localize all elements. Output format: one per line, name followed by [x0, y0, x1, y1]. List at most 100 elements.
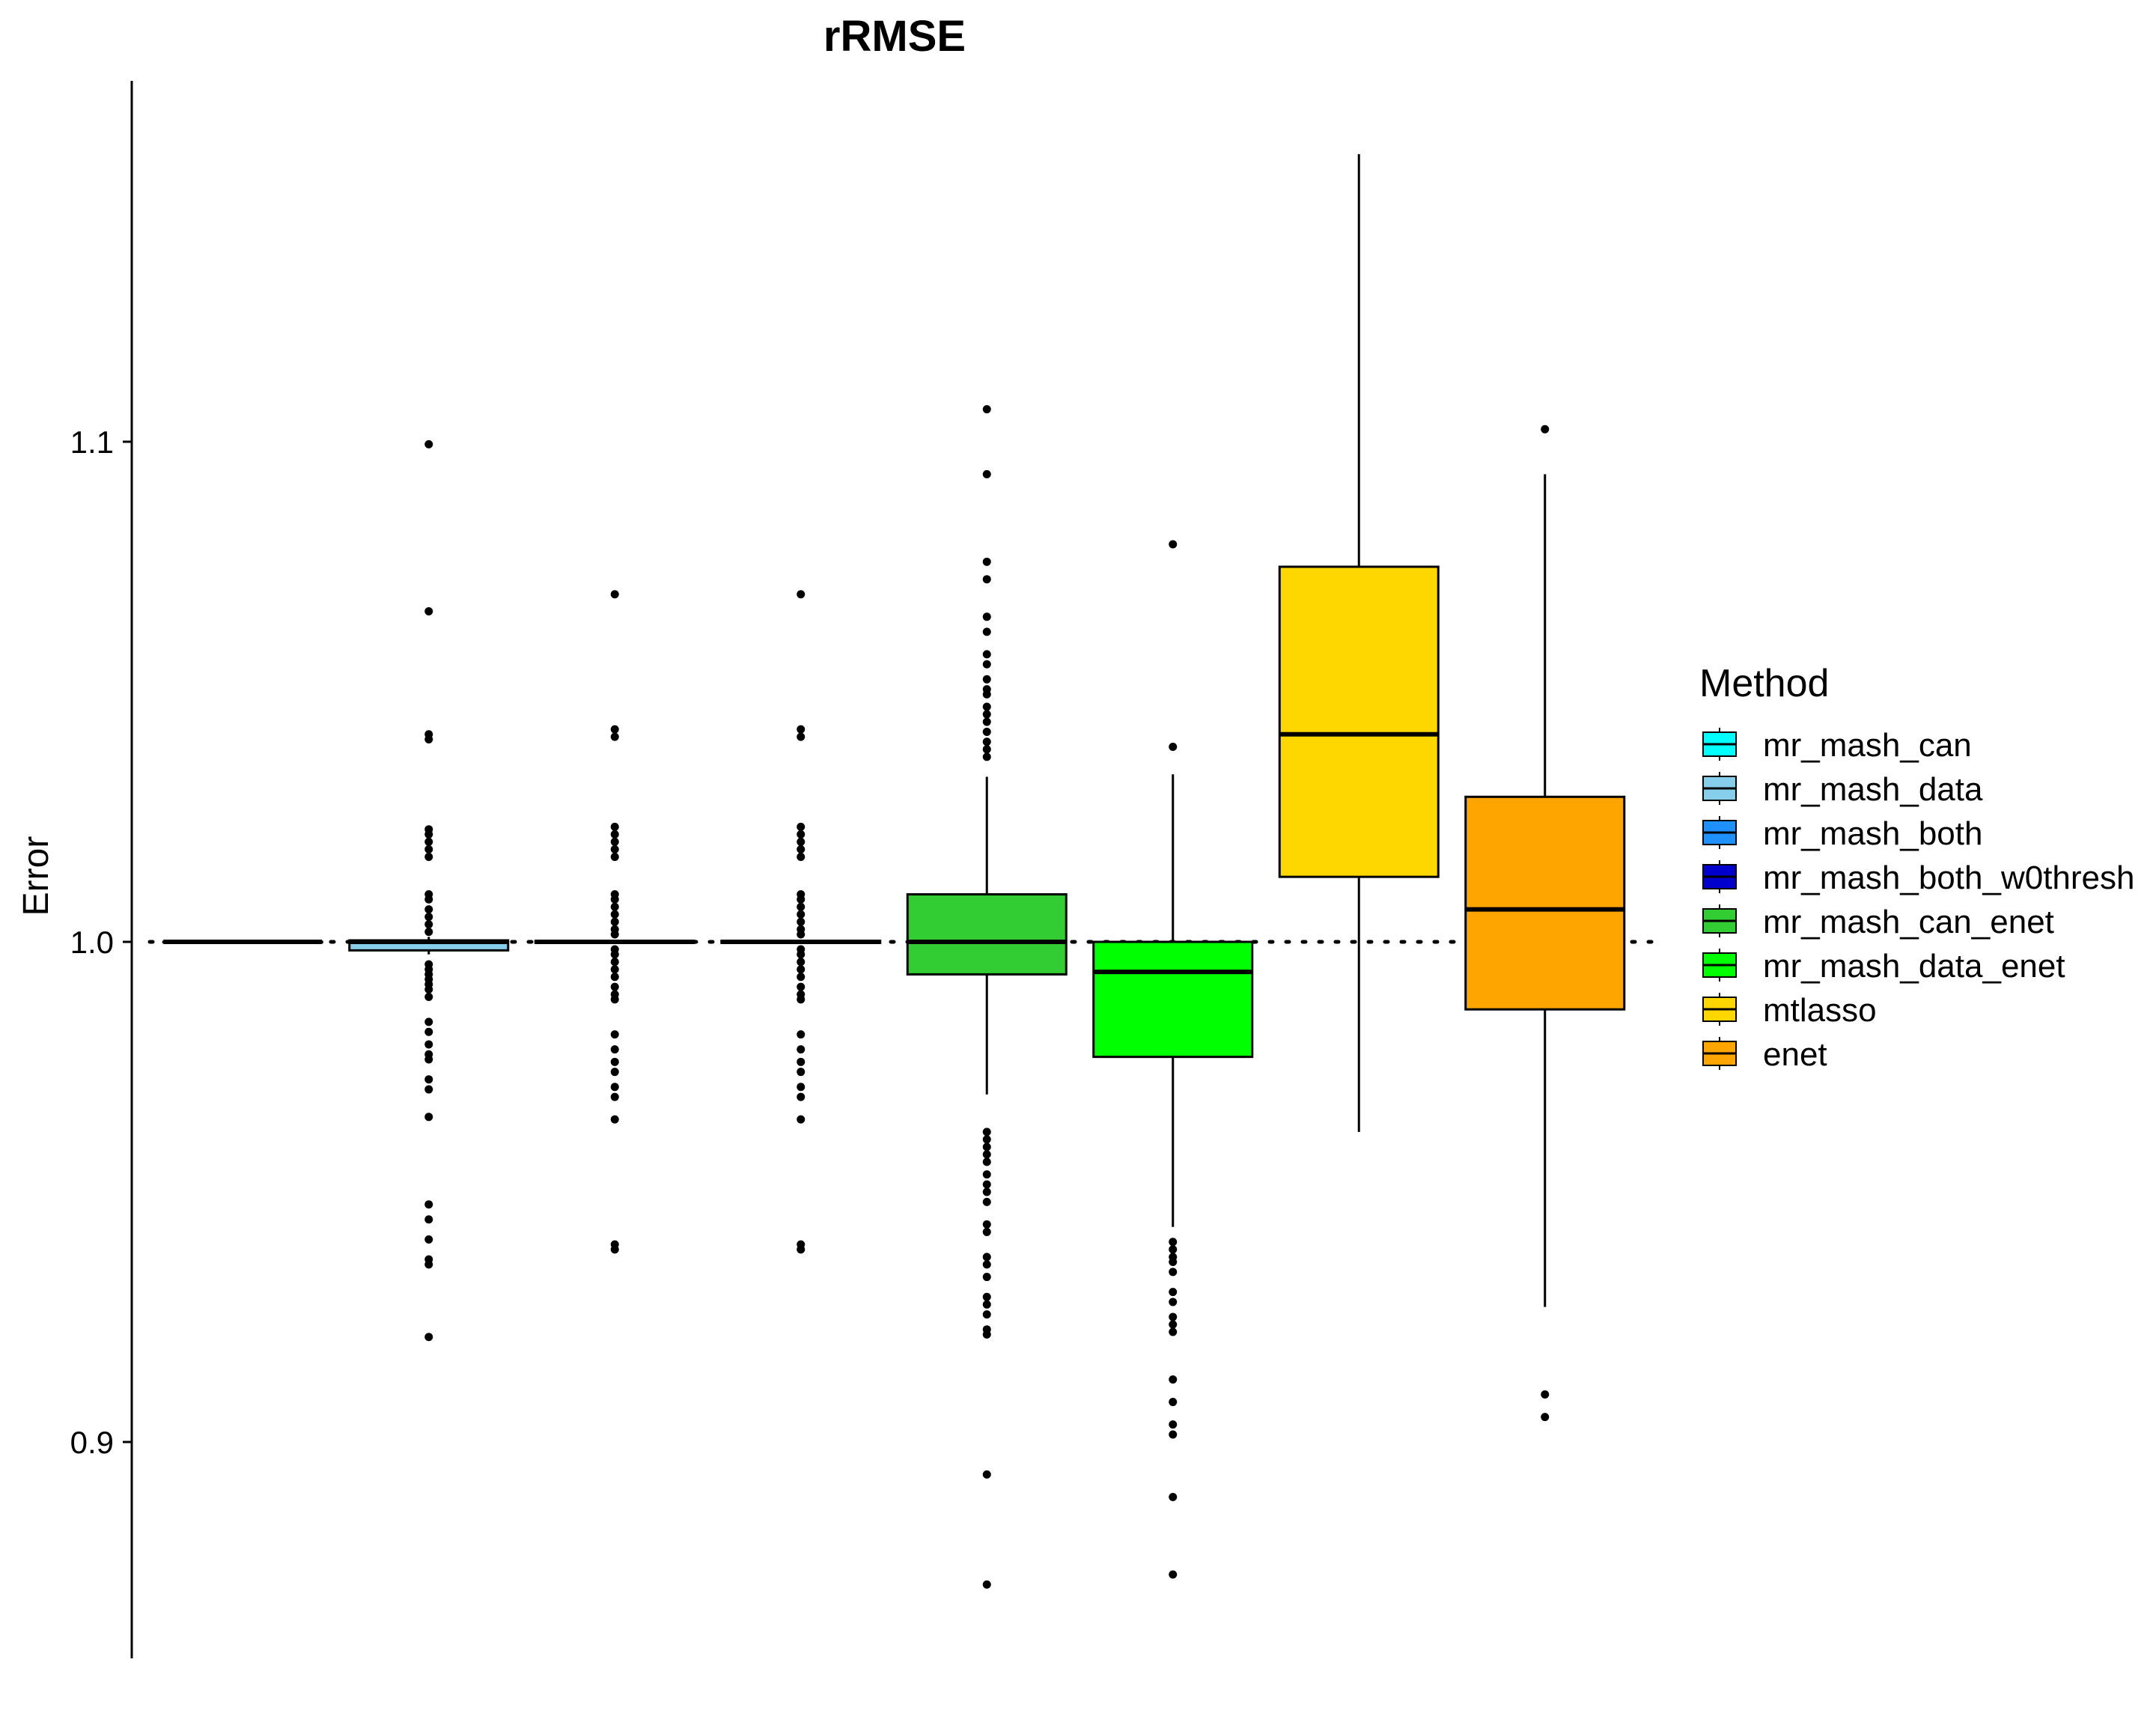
- legend-item-mr_mash_can_enet: mr_mash_can_enet: [1702, 904, 2054, 940]
- outlier-point: [982, 675, 991, 684]
- outlier-point: [982, 405, 991, 414]
- outlier-point: [797, 852, 806, 861]
- outlier-point: [424, 439, 433, 448]
- outlier-point: [797, 965, 806, 974]
- outlier-point: [797, 732, 806, 741]
- outlier-point: [610, 930, 619, 939]
- outlier-point: [610, 852, 619, 861]
- outlier-point: [982, 1135, 991, 1144]
- outlier-point: [982, 690, 991, 699]
- outlier-point: [424, 1027, 433, 1036]
- outlier-point: [424, 1333, 433, 1342]
- outlier-point: [424, 1055, 433, 1064]
- outlier-point: [982, 1197, 991, 1206]
- outlier-point: [424, 1017, 433, 1026]
- outlier-point: [424, 1215, 433, 1224]
- outlier-point: [982, 727, 991, 736]
- outlier-point: [424, 895, 433, 904]
- outlier-point: [982, 1227, 991, 1236]
- outlier-point: [982, 1330, 991, 1339]
- legend-label: mr_mash_data: [1763, 771, 1983, 808]
- outlier-point: [610, 845, 619, 854]
- outlier-point: [982, 1300, 991, 1309]
- outlier-point: [610, 973, 619, 982]
- outlier-point: [424, 1200, 433, 1209]
- outlier-point: [610, 958, 619, 967]
- outlier-point: [797, 837, 806, 846]
- outlier-point: [424, 1075, 433, 1084]
- outlier-point: [982, 745, 991, 754]
- outlier-point: [610, 1092, 619, 1101]
- outlier-point: [1169, 1492, 1178, 1501]
- outlier-point: [982, 710, 991, 719]
- outlier-point: [424, 1040, 433, 1049]
- box-groups: [162, 153, 1626, 1589]
- outlier-point: [1169, 1258, 1178, 1267]
- outlier-point: [797, 917, 806, 926]
- legend-label: mr_mash_data_enet: [1763, 948, 2065, 985]
- outlier-point: [982, 1143, 991, 1151]
- outlier-point: [797, 1083, 806, 1092]
- legend-title: Method: [1699, 662, 1829, 705]
- outlier-point: [1169, 1320, 1178, 1329]
- outlier-point: [797, 973, 806, 982]
- outlier-point: [424, 852, 433, 861]
- outlier-point: [797, 725, 806, 734]
- legend-item-mr_mash_data: mr_mash_data: [1702, 771, 1983, 808]
- outlier-point: [797, 950, 806, 959]
- legend-label: mr_mash_both: [1763, 815, 1982, 852]
- outlier-point: [424, 837, 433, 846]
- outlier-point: [1169, 1297, 1178, 1306]
- outlier-point: [424, 734, 433, 743]
- outlier-point: [424, 606, 433, 615]
- outlier-point: [982, 627, 991, 636]
- outlier-point: [1169, 1312, 1178, 1321]
- outlier-point: [610, 725, 619, 734]
- y-axis-ticks: 0.9 1.0 1.1: [70, 425, 132, 1460]
- outlier-point: [982, 702, 991, 711]
- outlier-point: [1169, 540, 1178, 549]
- outlier-point: [1541, 1390, 1550, 1399]
- outlier-point: [982, 1187, 991, 1196]
- outlier-point: [610, 1045, 619, 1054]
- box-group-mr_mash_can_enet: [906, 405, 1068, 1589]
- outlier-point: [1169, 1245, 1178, 1254]
- outlier-point: [610, 1030, 619, 1039]
- box: [1278, 565, 1440, 878]
- outlier-point: [982, 557, 991, 566]
- legend-label: mtlasso: [1763, 992, 1877, 1029]
- y-tick-label: 1.0: [70, 925, 114, 960]
- outlier-point: [797, 590, 806, 599]
- legend-label: mr_mash_can: [1763, 727, 1972, 764]
- outlier-point: [797, 895, 806, 904]
- outlier-point: [982, 1253, 991, 1262]
- outlier-point: [982, 717, 991, 726]
- outlier-point: [982, 612, 991, 621]
- outlier-point: [1169, 1420, 1178, 1429]
- legend-item-mtlasso: mtlasso: [1702, 992, 1877, 1029]
- outlier-point: [982, 660, 991, 669]
- outlier-point: [1169, 1398, 1178, 1407]
- outlier-point: [1169, 742, 1178, 751]
- outlier-point: [424, 830, 433, 839]
- outlier-point: [1169, 1327, 1178, 1336]
- box-group-mr_mash_data_enet: [1092, 540, 1254, 1579]
- box-group-mr_mash_data: [348, 439, 510, 1342]
- outlier-point: [610, 910, 619, 919]
- outlier-point: [982, 737, 991, 746]
- outlier-point: [610, 732, 619, 741]
- legend-item-enet: enet: [1702, 1036, 1827, 1073]
- outlier-point: [982, 1580, 991, 1589]
- outlier-point: [610, 1115, 619, 1124]
- y-axis-label: Error: [16, 836, 56, 916]
- legend-items: mr_mash_can mr_mash_data mr_mash_both mr_ma…: [1702, 727, 2134, 1073]
- outlier-point: [797, 902, 806, 911]
- outlier-point: [982, 1150, 991, 1159]
- y-tick-label: 1.1: [70, 425, 114, 460]
- outlier-point: [982, 1470, 991, 1479]
- outlier-point: [982, 1128, 991, 1137]
- outlier-point: [610, 590, 619, 599]
- outlier-point: [1169, 1268, 1178, 1277]
- outlier-point: [1541, 425, 1550, 433]
- outlier-point: [982, 650, 991, 659]
